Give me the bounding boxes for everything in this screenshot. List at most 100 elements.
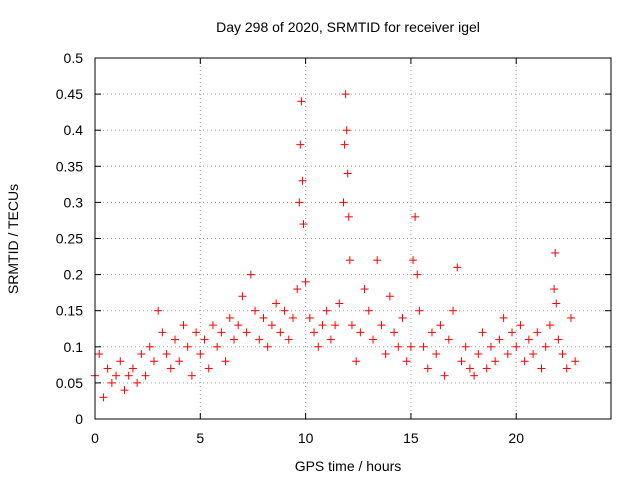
axes-layer: 0 0.05 0.1 0.15 0.2 0.25 0.3 0.35 0.4 0.45 0.5 0 5 10… <box>56 50 612 446</box>
data-point <box>251 306 260 315</box>
data-point <box>449 306 458 315</box>
data-point <box>112 371 121 380</box>
data-point <box>541 342 550 351</box>
data-point <box>423 364 432 373</box>
data-point <box>137 350 146 359</box>
data-point <box>398 313 407 322</box>
x-tick-label: 15 <box>403 430 419 446</box>
data-point <box>331 321 340 330</box>
data-point <box>120 386 129 395</box>
data-point <box>293 285 302 294</box>
data-point <box>385 292 394 301</box>
data-point <box>296 140 305 149</box>
data-point <box>217 328 226 337</box>
data-point <box>550 285 559 294</box>
data-point <box>196 350 205 359</box>
data-point <box>356 328 365 337</box>
data-point <box>529 350 538 359</box>
y-tick-label: 0.5 <box>64 50 84 66</box>
y-tick-label: 0.45 <box>56 86 83 102</box>
data-point <box>272 299 281 308</box>
data-point <box>116 357 125 366</box>
data-point <box>406 342 415 351</box>
x-tick-label: 0 <box>91 430 99 446</box>
data-point <box>360 285 369 294</box>
data-point <box>347 321 356 330</box>
data-point <box>166 364 175 373</box>
x-tick-label: 20 <box>508 430 524 446</box>
data-point <box>103 364 112 373</box>
data-point <box>342 126 351 135</box>
data-point <box>465 364 474 373</box>
y-axis-title: SRMTID / TECUs <box>5 184 21 294</box>
data-point <box>213 342 222 351</box>
data-point <box>369 335 378 344</box>
data-point <box>558 350 567 359</box>
y-tick-label: 0.25 <box>56 231 83 247</box>
data-point <box>310 328 319 337</box>
labels-layer: Day 298 of 2020, SRMTID for receiver ige… <box>5 19 480 474</box>
y-tick-label: 0.15 <box>56 303 83 319</box>
data-point <box>566 313 575 322</box>
data-point <box>200 335 209 344</box>
data-point <box>208 321 217 330</box>
data-point <box>364 306 373 315</box>
data-point <box>322 306 331 315</box>
data-point <box>413 270 422 279</box>
data-point <box>95 350 104 359</box>
data-point <box>390 328 399 337</box>
data-point <box>516 321 525 330</box>
data-point <box>562 364 571 373</box>
data-point <box>318 321 327 330</box>
data-point <box>411 212 420 221</box>
data-point <box>298 176 307 185</box>
data-point <box>259 313 268 322</box>
data-point <box>545 321 554 330</box>
data-point <box>551 248 560 257</box>
y-tick-label: 0.2 <box>64 267 84 283</box>
data-point <box>377 321 386 330</box>
data-point <box>512 342 521 351</box>
data-point <box>124 371 133 380</box>
data-point <box>503 350 512 359</box>
data-point <box>345 256 354 265</box>
data-point <box>133 378 142 387</box>
data-point <box>162 350 171 359</box>
data-point <box>192 328 201 337</box>
data-point <box>267 321 276 330</box>
data-point <box>295 198 304 207</box>
data-point <box>440 371 449 380</box>
data-point <box>533 328 542 337</box>
data-point <box>255 335 264 344</box>
data-point <box>280 306 289 315</box>
data-point <box>284 335 293 344</box>
data-point <box>554 335 563 344</box>
data-point <box>221 357 230 366</box>
data-point <box>381 350 390 359</box>
data-point <box>242 328 251 337</box>
data-point <box>149 357 158 366</box>
chart-title: Day 298 of 2020, SRMTID for receiver ige… <box>216 19 480 35</box>
data-point <box>314 342 323 351</box>
data-point <box>326 335 335 344</box>
data-point <box>520 357 529 366</box>
data-point <box>341 90 350 99</box>
data-point <box>419 342 428 351</box>
data-point <box>335 299 344 308</box>
data-point <box>486 342 495 351</box>
data-point <box>427 328 436 337</box>
data-point <box>457 357 466 366</box>
data-point <box>415 306 424 315</box>
data-point <box>179 321 188 330</box>
grid-layer <box>95 58 611 419</box>
y-tick-label: 0 <box>75 411 83 427</box>
data-point <box>394 342 403 351</box>
data-point <box>491 357 500 366</box>
data-point <box>436 321 445 330</box>
y-tick-label: 0.4 <box>64 122 84 138</box>
data-point <box>204 364 213 373</box>
data-point <box>145 342 154 351</box>
data-point <box>297 97 306 106</box>
y-tick-label: 0.1 <box>64 339 84 355</box>
data-point <box>154 306 163 315</box>
